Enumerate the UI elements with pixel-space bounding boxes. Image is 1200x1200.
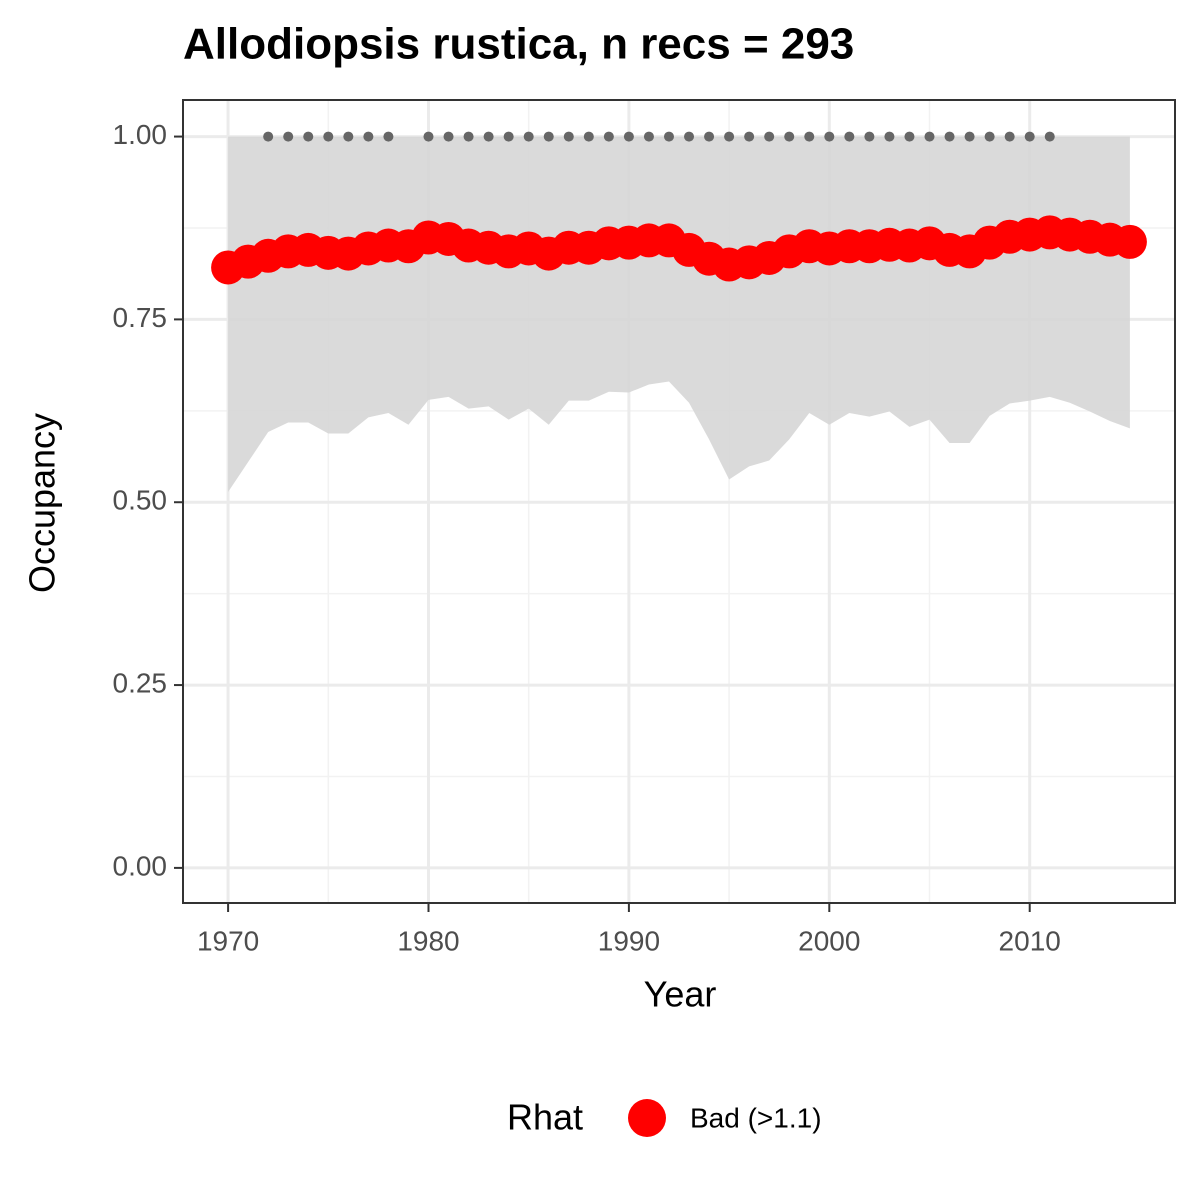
detection-point [283, 131, 294, 142]
x-tick-label: 1990 [598, 925, 660, 956]
detection-point [924, 131, 935, 142]
y-tick-label: 0.50 [113, 485, 168, 516]
detection-point [984, 131, 995, 142]
x-tick-label: 1970 [197, 925, 259, 956]
detection-point [363, 131, 374, 142]
series-point [1112, 224, 1147, 259]
detection-point [623, 131, 634, 142]
detection-point [744, 131, 755, 142]
x-tick-label: 2000 [798, 925, 860, 956]
detection-point [663, 131, 674, 142]
detection-point [1004, 131, 1015, 142]
y-tick-label: 1.00 [113, 119, 168, 150]
detection-point [443, 131, 454, 142]
detection-point [463, 131, 474, 142]
detection-point [964, 131, 975, 142]
detection-point [944, 131, 955, 142]
y-axis-label: Occupancy [22, 413, 63, 593]
detection-point [323, 131, 334, 142]
detection-point [343, 131, 354, 142]
legend-title: Rhat [507, 1097, 583, 1138]
detection-point [904, 131, 915, 142]
ribbon [228, 136, 1130, 492]
detection-point [844, 131, 855, 142]
detection-point [1044, 131, 1055, 142]
legend-key [628, 1099, 666, 1137]
detection-point [764, 131, 775, 142]
detection-point [483, 131, 494, 142]
x-axis-label: Year [644, 974, 717, 1015]
detection-point [563, 131, 574, 142]
detection-point [684, 131, 695, 142]
detection-point [643, 131, 654, 142]
detection-point [884, 131, 895, 142]
detection-point [784, 131, 795, 142]
detection-point [724, 131, 735, 142]
detection-point [523, 131, 534, 142]
y-tick-label: 0.75 [113, 302, 168, 333]
detection-point [603, 131, 614, 142]
x-tick-label: 1980 [397, 925, 459, 956]
chart-title: Allodiopsis rustica, n recs = 293 [183, 20, 854, 69]
detection-point [303, 131, 314, 142]
detection-point [824, 131, 835, 142]
y-tick-label: 0.00 [113, 850, 168, 881]
legend-label: Bad (>1.1) [690, 1102, 822, 1133]
detection-point [383, 131, 394, 142]
y-tick-label: 0.25 [113, 667, 168, 698]
detection-point [864, 131, 875, 142]
detection-point [423, 131, 434, 142]
detection-point [543, 131, 554, 142]
detection-point [704, 131, 715, 142]
detection-point [804, 131, 815, 142]
x-tick-label: 2010 [999, 925, 1061, 956]
detection-point [1024, 131, 1035, 142]
detection-point [503, 131, 514, 142]
detection-point [263, 131, 274, 142]
detection-point [583, 131, 594, 142]
